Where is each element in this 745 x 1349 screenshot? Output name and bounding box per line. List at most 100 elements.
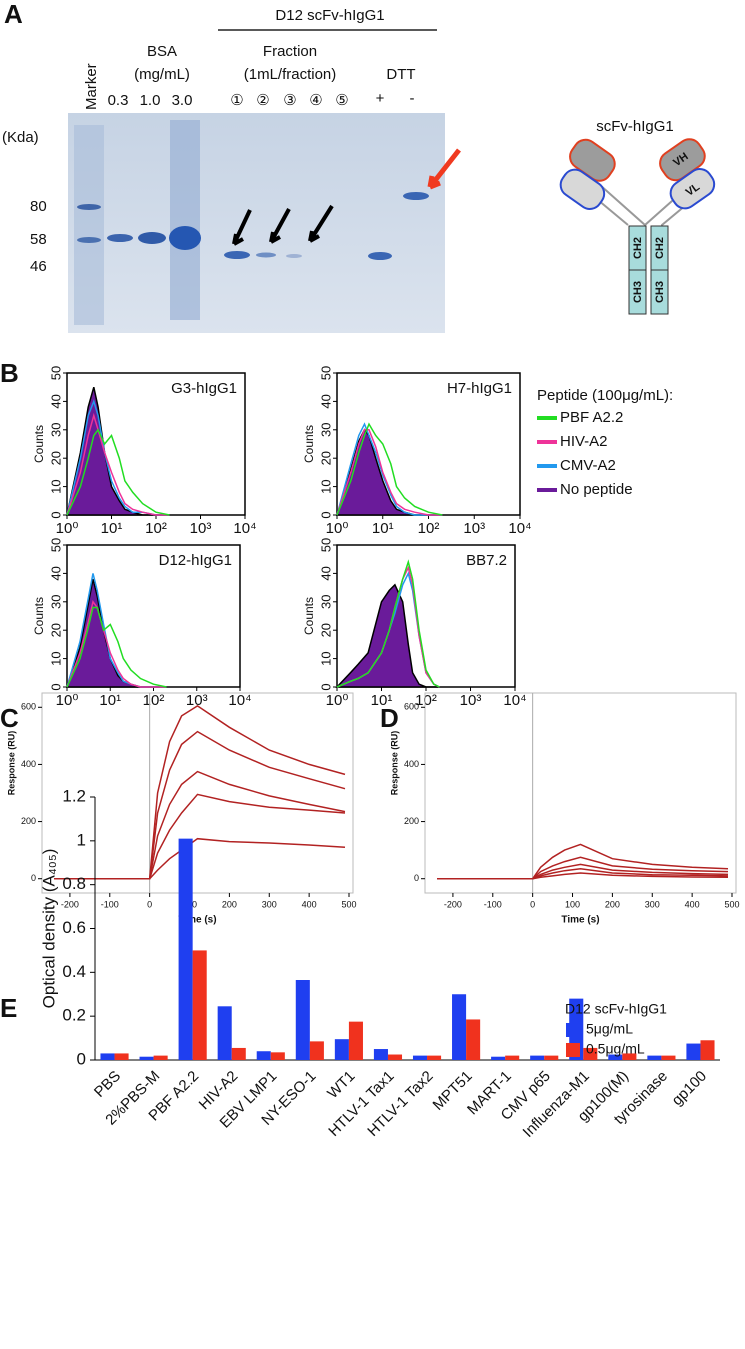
- bar: [192, 950, 207, 1060]
- plot-frame: [41, 692, 354, 894]
- y-axis-label: Counts: [32, 425, 46, 463]
- x-tick-label: gp100: [669, 1068, 711, 1110]
- schematic-title: scFv-hIgG1: [596, 118, 674, 135]
- y-tick-label: 0: [318, 683, 333, 690]
- x-tick-label: 10⁴: [228, 692, 251, 709]
- x-tick-label: 10⁰: [326, 692, 349, 709]
- x-axis-label: Time (s): [178, 915, 216, 926]
- bar: [217, 1006, 232, 1060]
- bar: [661, 1055, 676, 1060]
- y-tick-label: 0: [318, 511, 333, 518]
- chart-title: BB7.2: [466, 552, 507, 569]
- panel-label: D: [380, 703, 399, 733]
- lane-label: 0.3: [108, 92, 129, 109]
- legend-label: HIV-A2: [560, 433, 608, 450]
- y-tick-label: 0: [48, 683, 63, 690]
- lane-label: ③: [283, 92, 296, 109]
- x-tick-label: 10²: [418, 520, 440, 537]
- histogram-line: [66, 600, 167, 688]
- sensorgram-line: [437, 863, 729, 880]
- histogram-line: [336, 559, 440, 688]
- lane-label: -: [410, 90, 415, 107]
- bar: [686, 1043, 701, 1060]
- domain-label: CH3: [632, 281, 644, 303]
- panel-label: A: [4, 0, 23, 29]
- y-tick-label: 0: [31, 873, 36, 883]
- y-tick-label: 0.2: [62, 1006, 86, 1025]
- x-tick-label: 10⁰: [326, 520, 349, 537]
- sensorgram-line: [437, 856, 729, 880]
- y-axis-label: Response (RU): [389, 731, 399, 796]
- x-tick-label: 200: [605, 899, 620, 909]
- sensorgram-line: [54, 730, 346, 880]
- y-axis-label: Counts: [302, 425, 316, 463]
- lane-group: BSA: [147, 43, 177, 60]
- bar: [178, 838, 193, 1060]
- y-tick-label: 40: [318, 566, 333, 580]
- x-tick-label: 300: [645, 899, 660, 909]
- domain-label: CH2: [654, 237, 666, 259]
- x-axis-label: Time (s): [561, 915, 599, 926]
- y-tick-label: 1.2: [62, 786, 86, 805]
- bar: [231, 1047, 246, 1060]
- x-tick-label: 500: [724, 899, 739, 909]
- bar: [153, 1055, 168, 1060]
- y-axis-label: Optical density (A₄₀₅): [39, 849, 58, 1009]
- domain-label: CH2: [632, 237, 644, 259]
- sensorgram-line: [54, 770, 346, 880]
- bar: [491, 1056, 506, 1060]
- histogram-line: [66, 428, 170, 516]
- y-tick-label: 400: [404, 759, 419, 769]
- x-tick-label: 10³: [190, 520, 212, 537]
- y-tick-label: 10: [318, 479, 333, 493]
- domain-label: CH3: [654, 281, 666, 303]
- lane-label: Marker: [83, 63, 100, 110]
- y-tick-label: 30: [48, 423, 63, 437]
- x-tick-label: 200: [222, 899, 237, 909]
- panel-label: E: [0, 993, 17, 1023]
- histogram-line: [66, 606, 167, 688]
- size-marker: 58: [30, 231, 47, 248]
- bar: [466, 1019, 481, 1060]
- bar: [647, 1055, 662, 1060]
- bar: [334, 1039, 349, 1060]
- y-tick-label: 10: [48, 651, 63, 665]
- bar: [530, 1055, 545, 1060]
- x-tick-label: 10¹: [372, 520, 394, 537]
- bar: [622, 1053, 637, 1060]
- histogram-line: [66, 412, 170, 516]
- y-tick-label: 40: [318, 394, 333, 408]
- x-tick-label: 10⁴: [233, 520, 256, 537]
- y-tick-label: 600: [21, 702, 36, 712]
- x-tick-label: 100: [565, 899, 580, 909]
- histogram-line: [336, 422, 443, 516]
- legend-label: PBF A2.2: [560, 409, 623, 426]
- lane-unit: (1mL/fraction): [244, 66, 337, 83]
- legend-label: 0.5μg/mL: [586, 1041, 645, 1057]
- histogram-area: [335, 583, 440, 688]
- x-tick-label: WT1: [324, 1068, 358, 1102]
- y-axis-label: Counts: [302, 597, 316, 635]
- bar: [427, 1055, 442, 1060]
- header: D12 scFv-hIgG1: [275, 7, 384, 24]
- bar: [452, 994, 467, 1060]
- y-tick-label: 10: [48, 479, 63, 493]
- x-tick-label: -100: [484, 899, 502, 909]
- histogram-line: [336, 422, 443, 516]
- y-tick-label: 50: [48, 366, 63, 380]
- y-tick-label: 30: [318, 423, 333, 437]
- y-tick-label: 200: [21, 816, 36, 826]
- legend-swatch: [566, 1023, 580, 1037]
- y-tick-label: 600: [404, 702, 419, 712]
- lane-unit: (mg/mL): [134, 66, 190, 83]
- y-tick-label: 200: [404, 816, 419, 826]
- legend-title: D12 scFv-hIgG1: [565, 1001, 667, 1017]
- x-tick-label: 0: [530, 899, 535, 909]
- legend-label: CMV-A2: [560, 457, 616, 474]
- lane-label: ②: [256, 92, 269, 109]
- lane-label: +: [376, 90, 385, 107]
- x-tick-label: 10⁰: [56, 520, 79, 537]
- bar: [270, 1052, 285, 1060]
